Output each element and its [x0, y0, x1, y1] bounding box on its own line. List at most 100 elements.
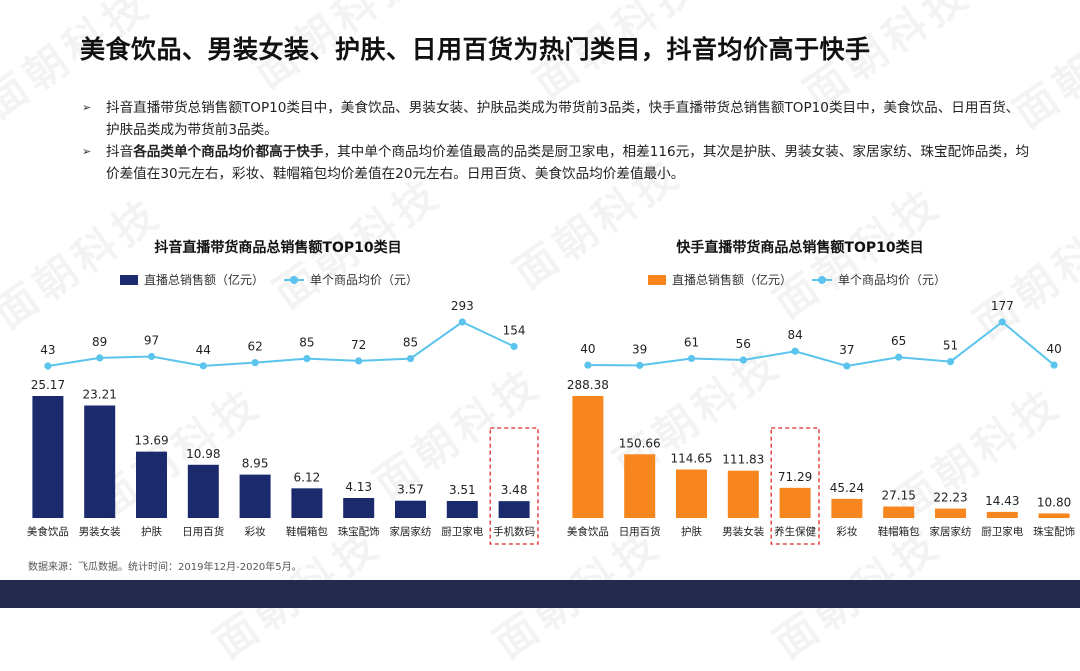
kuaishou-price-point	[687, 354, 696, 363]
kuaishou-price-point	[998, 318, 1006, 326]
douyin-category-label: 家居家纺	[390, 525, 432, 538]
douyin-price-label: 293	[451, 299, 474, 313]
kuaishou-bar-label: 71.29	[778, 470, 812, 484]
kuaishou-chart-title: 快手直播带货商品总销售额TOP10类目	[676, 240, 924, 256]
kuaishou-price-point	[895, 353, 903, 361]
douyin-chart: 25.17 美食饮品 23.21 男装女装 13.69 护肤 10.98 日用百货 8.95 彩妆…	[27, 299, 539, 545]
kuaishou-price-line	[587, 320, 1055, 368]
kuaishou-legend: 直播总销售额（亿元） 单个商品均价（元）	[648, 271, 946, 288]
douyin-bar-label: 10.98	[186, 447, 220, 461]
douyin-bar-label: 4.13	[345, 480, 372, 494]
douyin-bar	[239, 474, 271, 518]
douyin-bar-label: 23.21	[83, 388, 117, 402]
kuaishou-category-label: 彩妆	[836, 525, 857, 538]
kuaishou-category-label: 美食饮品	[567, 525, 609, 538]
douyin-price-point	[458, 318, 466, 326]
kuaishou-bar	[986, 511, 1018, 518]
legend-bar-label: 直播总销售额（亿元）	[144, 273, 265, 287]
douyin-price-point	[96, 354, 104, 362]
douyin-price-point	[355, 357, 363, 365]
kuaishou-bar	[1038, 513, 1070, 518]
douyin-bar	[498, 501, 530, 518]
kuaishou-price-point	[636, 361, 644, 369]
kuaishou-bar-label: 22.23	[933, 491, 967, 505]
kuaishou-bar-label: 114.65	[671, 451, 713, 465]
douyin-bar	[187, 464, 219, 518]
douyin-bar	[32, 396, 64, 518]
bullet-text: 抖音直播带货总销售额TOP10类目中，美食饮品、男装女装、护肤品类成为带货前3品…	[106, 100, 1020, 138]
kuaishou-price-label: 61	[684, 335, 699, 349]
douyin-price-point	[510, 342, 518, 351]
kuaishou-category-label: 养生保健	[774, 525, 816, 538]
douyin-chart-title: 抖音直播带货商品总销售额TOP10类目	[154, 240, 402, 256]
douyin-bar	[395, 500, 426, 518]
douyin-price-point	[199, 362, 207, 370]
kuaishou-bar	[572, 396, 604, 518]
kuaishou-category-label: 鞋帽箱包	[878, 525, 920, 538]
footer-bar	[0, 580, 1080, 608]
douyin-bar	[136, 451, 167, 518]
legend-bar-swatch	[120, 274, 138, 285]
kuaishou-price-point	[739, 356, 747, 364]
douyin-category-label: 彩妆	[245, 525, 266, 538]
kuaishou-bar-label: 288.38	[567, 378, 609, 392]
douyin-price-point	[303, 355, 311, 363]
douyin-price-label: 72	[351, 338, 366, 352]
douyin-price-label: 44	[196, 343, 211, 357]
legend-line-swatch	[812, 275, 833, 285]
douyin-bar-label: 3.57	[397, 483, 424, 497]
legend-line-label: 单个商品均价（元）	[310, 273, 419, 287]
douyin-category-label: 手机数码	[493, 525, 535, 538]
kuaishou-category-label: 日用百货	[619, 525, 661, 538]
kuaishou-bar	[935, 508, 966, 518]
douyin-bar	[84, 405, 116, 518]
legend-line-label: 单个商品均价（元）	[838, 273, 947, 287]
douyin-category-label: 护肤	[141, 525, 162, 538]
kuaishou-price-point	[843, 362, 851, 370]
kuaishou-bar	[676, 469, 707, 518]
kuaishou-highlight-box	[770, 427, 820, 545]
page-title: 美食饮品、男装女装、护肤、日用百货为热门类目，抖音均价高于快手	[80, 35, 871, 64]
kuaishou-price-label: 37	[839, 343, 854, 357]
douyin-price-label: 62	[247, 340, 262, 354]
douyin-bar-label: 25.17	[31, 378, 65, 392]
kuaishou-bar-label: 150.66	[619, 436, 661, 450]
arrow-bullet-icon: ➢	[82, 145, 92, 158]
bullet-text: 抖音各品类单个商品均价都高于快手，其中单个商品均价差值最高的品类是厨卫家电，相差…	[106, 144, 1030, 182]
douyin-bar	[343, 497, 375, 518]
douyin-price-label: 85	[299, 336, 314, 350]
douyin-price-point	[147, 352, 156, 361]
kuaishou-bar	[779, 487, 811, 518]
kuaishou-bar-label: 14.43	[985, 494, 1019, 508]
kuaishou-price-point	[584, 361, 592, 369]
kuaishou-category-label: 家居家纺	[930, 525, 972, 538]
douyin-bar	[446, 500, 478, 518]
bullet-item: ➢ 抖音直播带货总销售额TOP10类目中，美食饮品、男装女装、护肤品类成为带货前…	[82, 97, 1032, 141]
douyin-category-label: 日用百货	[182, 525, 224, 538]
douyin-category-label: 男装女装	[79, 525, 121, 538]
kuaishou-price-label: 40	[580, 342, 595, 356]
bullet-item: ➢ 抖音各品类单个商品均价都高于快手，其中单个商品均价差值最高的品类是厨卫家电，…	[82, 141, 1032, 185]
arrow-bullet-icon: ➢	[82, 101, 92, 114]
kuaishou-category-label: 珠宝配饰	[1033, 525, 1075, 538]
douyin-category-label: 美食饮品	[27, 525, 69, 538]
kuaishou-bar-label: 10.80	[1037, 495, 1071, 509]
douyin-bar-label: 3.48	[501, 483, 528, 497]
legend-line-swatch	[284, 275, 305, 285]
douyin-price-line	[47, 320, 515, 367]
kuaishou-price-label: 51	[943, 339, 958, 353]
kuaishou-price-label: 177	[991, 299, 1014, 313]
kuaishou-price-label: 40	[1046, 342, 1061, 356]
kuaishou-bar-label: 45.24	[830, 481, 864, 495]
douyin-price-label: 85	[403, 336, 418, 350]
douyin-price-label: 43	[40, 343, 55, 357]
douyin-category-label: 鞋帽箱包	[286, 525, 328, 538]
douyin-category-label: 珠宝配饰	[338, 525, 380, 538]
douyin-bar-label: 6.12	[294, 470, 321, 484]
douyin-highlight-box	[489, 427, 539, 545]
kuaishou-price-point	[1050, 361, 1058, 369]
kuaishou-bar	[624, 454, 656, 518]
kuaishou-price-label: 65	[891, 334, 906, 348]
legend-bar-label: 直播总销售额（亿元）	[672, 273, 793, 287]
douyin-bar	[291, 488, 323, 518]
